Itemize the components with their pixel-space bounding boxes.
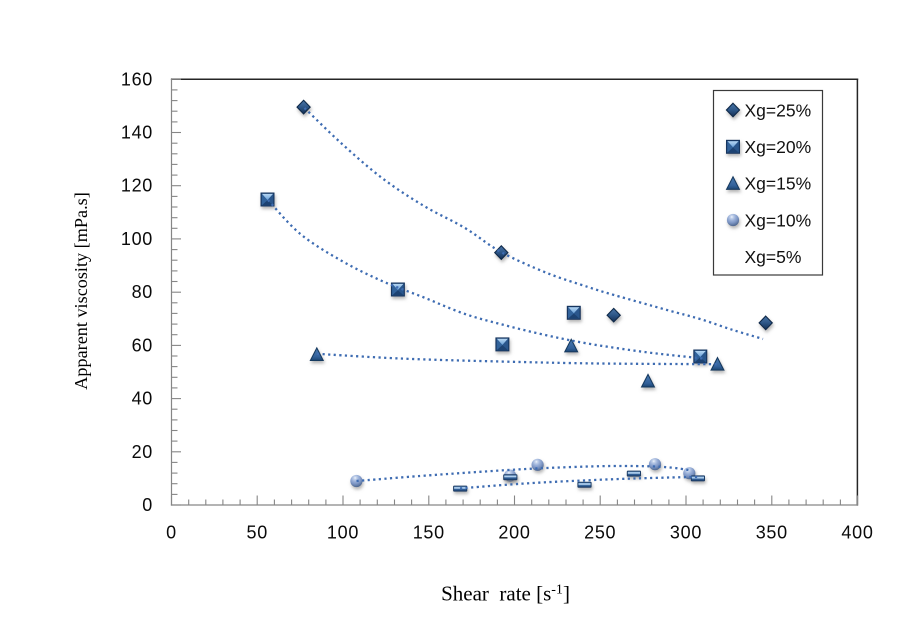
svg-text:Xg=15%: Xg=15%: [745, 174, 812, 194]
svg-text:40: 40: [132, 389, 153, 409]
svg-text:Xg=10%: Xg=10%: [745, 210, 812, 230]
svg-text:60: 60: [132, 335, 153, 355]
svg-text:Xg=5%: Xg=5%: [745, 247, 802, 267]
svg-text:100: 100: [121, 229, 153, 249]
svg-text:150: 150: [413, 523, 445, 543]
svg-text:350: 350: [756, 523, 788, 543]
svg-text:50: 50: [246, 523, 267, 543]
svg-text:20: 20: [132, 442, 153, 462]
svg-text:Xg=20%: Xg=20%: [745, 137, 812, 157]
svg-text:160: 160: [121, 69, 153, 89]
svg-text:0: 0: [142, 495, 153, 515]
svg-text:140: 140: [121, 123, 153, 143]
svg-text:200: 200: [498, 523, 530, 543]
svg-text:250: 250: [584, 523, 616, 543]
svg-text:0: 0: [166, 523, 177, 543]
svg-text:Apparent viscosity [mPa.s]: Apparent viscosity [mPa.s]: [71, 192, 91, 390]
svg-text:120: 120: [121, 176, 153, 196]
svg-text:300: 300: [670, 523, 702, 543]
svg-text:Xg=25%: Xg=25%: [745, 100, 812, 120]
svg-text:Shear rate [s-1]: Shear rate [s-1]: [441, 582, 570, 606]
svg-text:80: 80: [132, 282, 153, 302]
svg-text:100: 100: [327, 523, 359, 543]
svg-text:400: 400: [841, 523, 873, 543]
